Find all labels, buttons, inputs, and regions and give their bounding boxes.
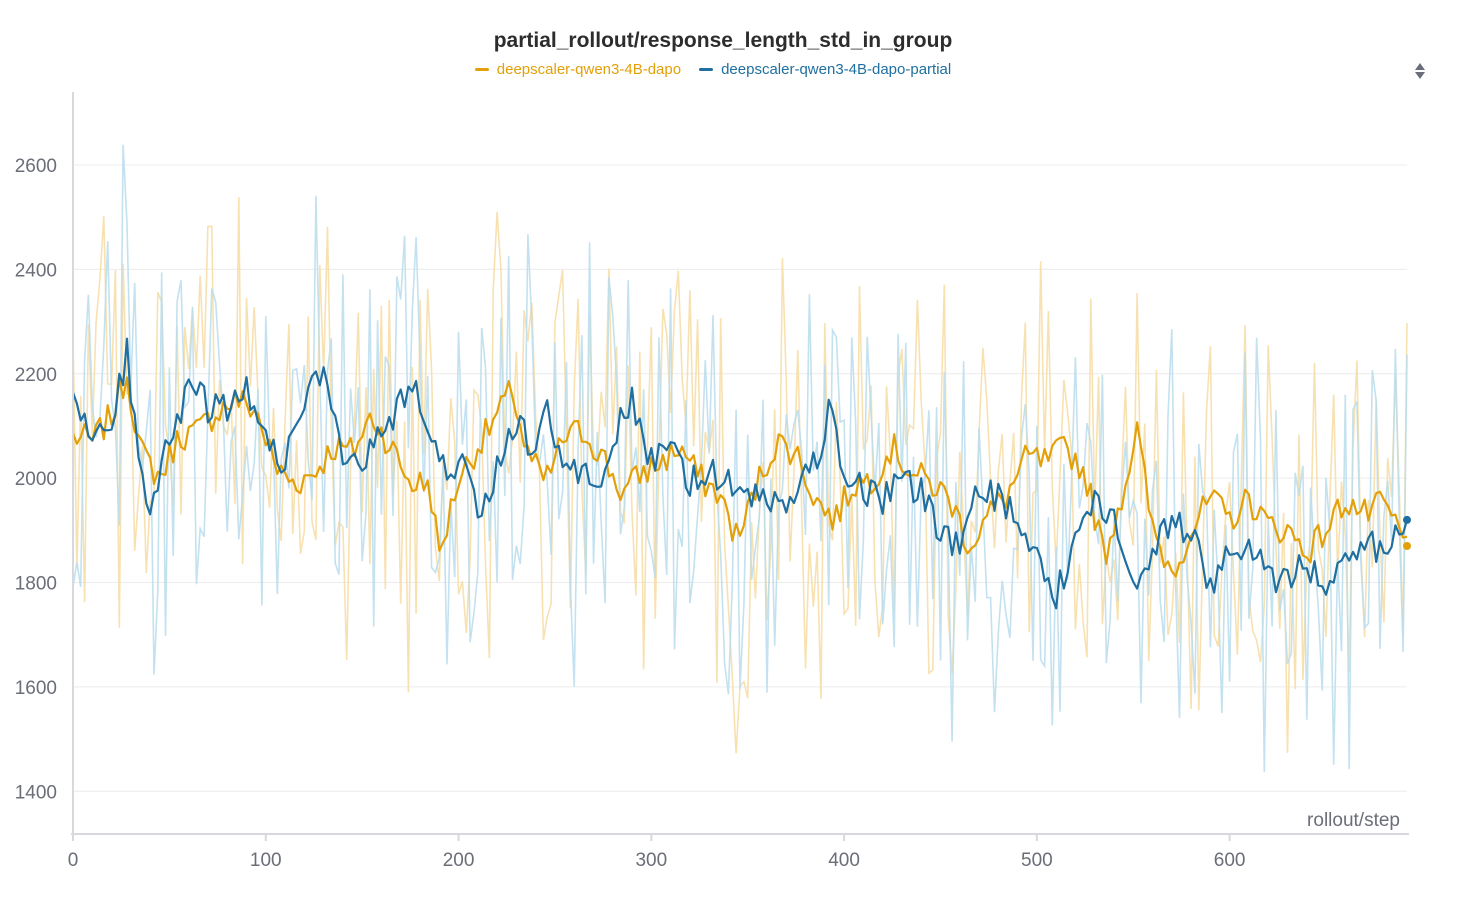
x-tick-label: 0	[68, 850, 79, 871]
legend-item-dapo-partial[interactable]: deepscaler-qwen3-4B-dapo-partial	[699, 61, 951, 78]
y-tick-label: 1800	[15, 574, 57, 595]
y-tick-label: 2200	[15, 365, 57, 386]
legend-label: deepscaler-qwen3-4B-dapo	[496, 61, 682, 78]
y-tick-label: 2400	[15, 260, 57, 281]
tick-labels: 0 100 200 300 400 500 600 1400 1600 1800 2000 2200 2…	[15, 156, 1246, 871]
raw-line-dapo-partial	[72, 144, 1408, 773]
series-line-dapo-partial	[71, 337, 1409, 610]
x-axis-label: rollout/step	[1307, 810, 1400, 831]
x-tick-label: 200	[443, 850, 475, 871]
smoothed-series-layer	[71, 337, 1411, 610]
y-tick-label: 1600	[15, 678, 57, 699]
legend-swatch	[474, 68, 489, 71]
series-end-point	[1403, 541, 1411, 550]
legend-swatch	[699, 68, 714, 71]
y-tick-label: 2000	[15, 469, 57, 490]
series-line-dapo	[71, 376, 1408, 578]
y-tick-label: 1400	[15, 782, 57, 803]
x-tick-label: 300	[635, 850, 667, 871]
legend: deepscaler-qwen3-4B-dapo deepscaler-qwen…	[0, 61, 1426, 78]
series-end-point	[1403, 515, 1411, 524]
raw-series-layer	[72, 144, 1408, 773]
chart-title: partial_rollout/response_length_std_in_g…	[493, 29, 953, 52]
legend-label: deepscaler-qwen3-4B-dapo-partial	[721, 61, 952, 78]
sort-updown-icon[interactable]	[1412, 61, 1428, 81]
legend-item-dapo[interactable]: deepscaler-qwen3-4B-dapo	[474, 61, 682, 78]
x-tick-label: 100	[250, 850, 282, 871]
x-tick-label: 400	[828, 850, 860, 871]
x-tick-label: 500	[1021, 850, 1053, 871]
x-tick-label: 600	[1214, 850, 1246, 871]
axes	[71, 92, 1409, 835]
y-tick-label: 2600	[15, 156, 57, 177]
